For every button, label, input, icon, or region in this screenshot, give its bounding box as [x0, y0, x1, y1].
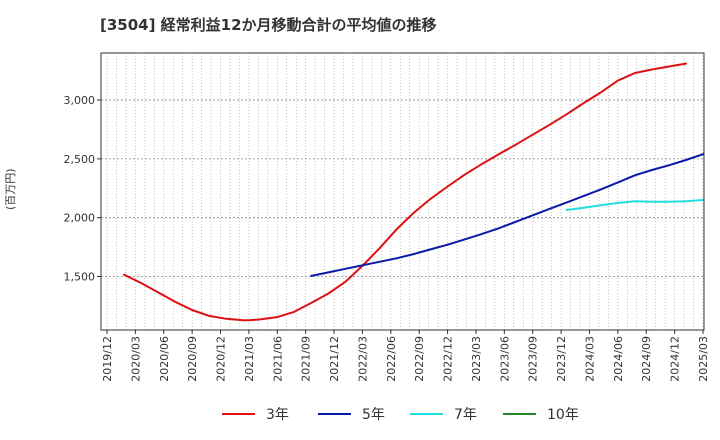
x-tick-label: 2024/12: [669, 336, 682, 382]
plot-frame: [100, 52, 705, 331]
legend-label: 10年: [547, 407, 579, 423]
x-tick-label: 2024/09: [640, 336, 653, 382]
x-tick-label: 2022/12: [442, 336, 455, 382]
y-tick-label: 2,000: [64, 212, 96, 225]
x-tick-label: 2021/12: [328, 336, 341, 382]
series-line-7年: [565, 199, 704, 211]
x-tick-label: 2020/09: [186, 336, 199, 382]
x-tick-label: 2022/06: [385, 336, 398, 382]
legend-label: 5年: [362, 407, 385, 423]
x-tick-label: 2021/03: [243, 336, 256, 382]
x-tick-label: 2023/12: [555, 336, 568, 382]
y-tick-label: 3,000: [64, 94, 96, 107]
x-tick-label: 2024/03: [583, 336, 596, 382]
x-tick-label: 2020/12: [215, 336, 228, 382]
series-line-5年: [310, 153, 704, 277]
x-tick-label: 2025/03: [697, 336, 710, 382]
x-tick-label: 2024/06: [612, 336, 625, 382]
x-tick-label: 2020/03: [129, 336, 142, 382]
legend-item-10年[interactable]: 10年: [503, 407, 579, 423]
series-line-3年: [123, 62, 687, 322]
legend-label: 7年: [454, 407, 477, 423]
x-tick-label: 2022/03: [356, 336, 369, 382]
x-tick-label: 2019/12: [101, 336, 114, 382]
series-lines: [123, 62, 704, 322]
legend-item-7年[interactable]: 7年: [410, 407, 477, 423]
grid-lines: [101, 53, 704, 330]
legend-item-5年[interactable]: 5年: [318, 407, 385, 423]
y-tick-label: 1,500: [64, 270, 96, 283]
chart-title: [3504] 経常利益12か月移動合計の平均値の推移: [100, 16, 437, 34]
legend[interactable]: 3年 5年 7年 10年: [222, 407, 579, 423]
legend-item-3年[interactable]: 3年: [222, 407, 289, 423]
x-tick-label: 2022/09: [413, 336, 426, 382]
x-tick-label: 2023/06: [498, 336, 511, 382]
x-axis-ticks: 2019/12 2020/03 2020/06 2020/09 2020/12 2021/…: [101, 330, 710, 382]
x-tick-label: 2021/06: [271, 336, 284, 382]
plot-area: [101, 53, 704, 330]
x-tick-label: 2020/06: [158, 336, 171, 382]
y-tick-label: 2,500: [64, 153, 96, 166]
legend-label: 3年: [266, 407, 289, 423]
x-tick-label: 2023/03: [470, 336, 483, 382]
y-axis-ticks: 1,500 2,000 2,500 3,000: [64, 94, 101, 283]
x-tick-label: 2023/09: [527, 336, 540, 382]
x-tick-label: 2021/09: [300, 336, 313, 382]
